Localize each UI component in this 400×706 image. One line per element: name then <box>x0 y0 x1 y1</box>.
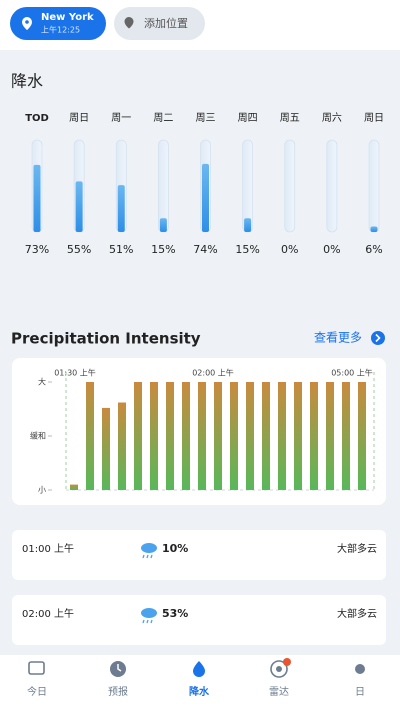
intensity-bar <box>166 382 174 490</box>
more-link[interactable]: 查看更多 <box>314 331 362 345</box>
tube <box>368 139 380 233</box>
intensity-bar <box>198 382 206 490</box>
day-label: 周三 <box>196 112 216 124</box>
percent-label: 0% <box>281 243 298 256</box>
day-label: 周二 <box>153 112 173 124</box>
intensity-bar <box>102 407 110 490</box>
intensity-bar <box>358 382 366 490</box>
more-icon[interactable] <box>371 331 385 345</box>
tube-fill <box>202 163 209 232</box>
badge <box>283 658 291 666</box>
hour-percent: 10% <box>162 542 188 555</box>
intensity-bar <box>310 382 318 490</box>
hour: 01:00 上午 <box>22 542 74 555</box>
clock-hand <box>117 664 122 672</box>
intensity-bar <box>294 382 302 490</box>
pin-icon <box>124 17 134 29</box>
intensity-bar <box>134 382 142 490</box>
precipitation-chart: TOD 73% 周日 55% 周一 51% 周二 15% 周三 74% 周四 15% 周五 0% 周六 0% 周… <box>25 112 384 256</box>
percent-label: 51% <box>109 243 133 256</box>
location-pill[interactable] <box>10 7 106 40</box>
time-label: 05:00 上午 <box>331 368 373 378</box>
intensity-bar <box>182 382 190 490</box>
chevron <box>375 333 381 343</box>
day-label: 周四 <box>238 112 258 124</box>
time: 上午12:25 <box>41 25 80 35</box>
intensity-bar <box>262 382 270 490</box>
icon-radar <box>270 660 288 678</box>
intensity-bar <box>86 382 94 490</box>
day-label: 周五 <box>280 112 300 124</box>
percent-label: 55% <box>67 243 91 256</box>
icon-today <box>28 661 45 675</box>
add-location-pill[interactable] <box>114 7 205 40</box>
intensity-bar <box>230 382 238 490</box>
location: New York <box>41 12 94 23</box>
hour-description: 大部多云 <box>337 607 377 620</box>
intensity-bar <box>342 382 350 490</box>
level-label: 缓和 <box>30 431 46 441</box>
nav-label[interactable]: 雷达 <box>269 686 289 698</box>
nav-label[interactable]: 预报 <box>108 685 128 698</box>
time-label: 02:00 上午 <box>192 368 234 378</box>
intensity-bar <box>278 382 286 490</box>
intensity-bar <box>150 382 158 490</box>
tube-fill <box>244 218 252 232</box>
hourly-list: 01:00 上午 10% 大部多云 02:00 上午 53% 大部多云 <box>12 530 386 645</box>
hourly-card[interactable] <box>12 530 386 580</box>
icon-precip <box>193 661 205 677</box>
add-location: 添加位置 <box>144 16 188 30</box>
hour-percent: 53% <box>162 607 188 620</box>
tube <box>326 139 338 233</box>
cloud-icon <box>141 608 157 618</box>
day-label: 周六 <box>322 112 342 124</box>
icon-sun <box>355 664 365 674</box>
tube <box>284 139 296 233</box>
hourly-card[interactable] <box>12 595 386 645</box>
pin-dot <box>25 20 29 24</box>
tube-fill <box>75 181 83 232</box>
day-label: 周日 <box>364 112 384 124</box>
time-label: 01:30 上午 <box>54 368 96 378</box>
nav-labels: 今日 预报 降水 雷达 日 <box>27 685 365 698</box>
radar-dot <box>276 666 282 672</box>
rain-icon <box>142 619 153 624</box>
intensity-bar <box>118 402 126 490</box>
day-label: 周一 <box>111 112 131 124</box>
intensity-chart: 小 缓和 大 01:30 上午 02:00 上午 05:00 上午 <box>30 368 375 495</box>
percent-label: 0% <box>323 243 340 256</box>
percent-label: 15% <box>151 243 175 256</box>
nav-label[interactable]: 降水 <box>189 685 210 698</box>
percent-label: 15% <box>235 243 259 256</box>
tube-fill <box>370 226 378 232</box>
nav-label[interactable]: 今日 <box>27 685 47 698</box>
tube-fill <box>117 185 125 232</box>
tube-fill <box>33 164 41 232</box>
intensity-bar <box>326 382 334 490</box>
tube-fill <box>159 218 167 232</box>
intensity-bar <box>214 382 222 490</box>
hour-description: 大部多云 <box>337 542 377 555</box>
level-label: 小 <box>38 486 46 495</box>
hour: 02:00 上午 <box>22 607 74 620</box>
day-label: TOD <box>25 113 49 124</box>
cloud-icon <box>141 543 157 553</box>
intensity-bar <box>246 382 254 490</box>
nav-label[interactable]: 日 <box>355 687 365 698</box>
percent-label: 73% <box>25 243 49 256</box>
day-label: 周日 <box>69 112 89 124</box>
level-label: 大 <box>38 377 46 387</box>
section-title: 降水 <box>11 72 43 91</box>
percent-label: 6% <box>365 243 382 256</box>
percent-label: 74% <box>193 243 217 256</box>
rain-icon <box>142 554 153 559</box>
section-title: Precipitation Intensity <box>11 330 201 348</box>
intensity-bar <box>70 484 78 490</box>
